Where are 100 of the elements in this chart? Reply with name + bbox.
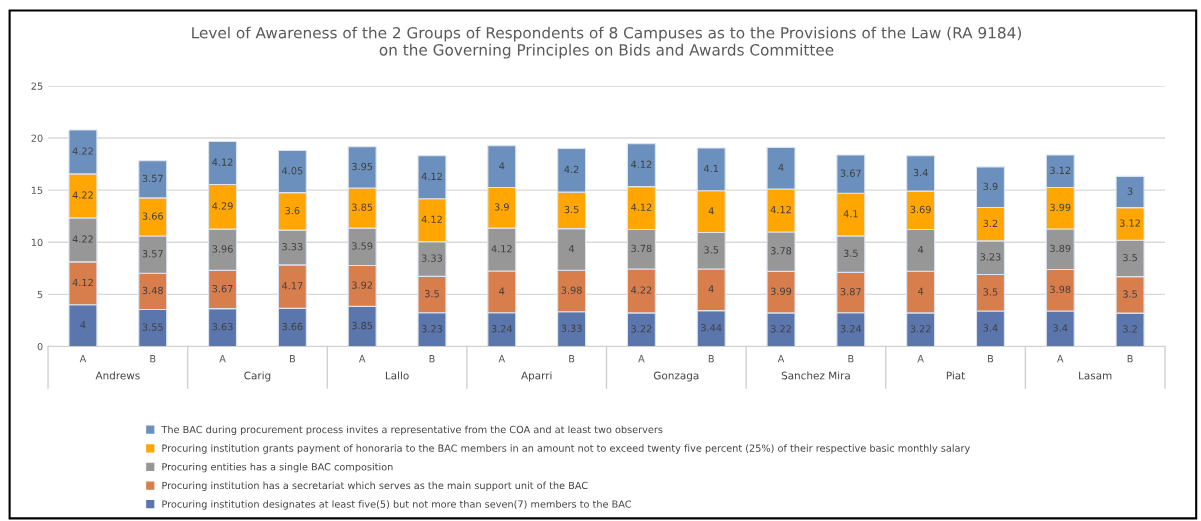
data-label: 4.12 [631, 160, 652, 168]
data-label: 3.57 [142, 174, 163, 183]
data-label: 3.55 [142, 323, 163, 331]
data-label: 3.67 [840, 169, 861, 177]
x-tick-label: B [569, 355, 575, 363]
data-label: 4 [568, 245, 575, 253]
data-label: 4 [708, 285, 714, 293]
text: Carig [244, 371, 271, 382]
data-label: 3.66 [282, 322, 303, 331]
data-label: 3 [1127, 187, 1133, 195]
text: Andrews [95, 371, 140, 380]
data-label: 4.17 [282, 282, 303, 290]
data-label: 4.2 [564, 165, 579, 173]
data-label: 4.22 [72, 191, 93, 199]
data-label: 3.98 [1050, 285, 1071, 294]
data-label: 4 [918, 287, 924, 295]
data-label: 3.48 [142, 286, 163, 295]
data-label: 4.22 [72, 147, 93, 155]
x-tick-label: A [638, 355, 645, 363]
data-label: 4.12 [421, 172, 442, 180]
data-label: 3.96 [212, 245, 233, 253]
text: Sanchez Mira [781, 371, 850, 380]
data-label: 3.23 [421, 325, 443, 333]
legend-label: Procuring institution grants payment of honoraria to the BAC members in an amount not to exceed twenty five percent (25%) of their respective basic monthly salary [162, 444, 970, 454]
data-label: 3.67 [212, 284, 233, 293]
data-label: 3.95 [352, 162, 373, 171]
text: Aparri [521, 371, 552, 382]
data-label: 3.9 [983, 182, 998, 191]
data-label: 3.99 [770, 287, 792, 295]
x-tick-label: A [498, 355, 506, 363]
x-tick-label: A [777, 355, 785, 363]
data-label: 4 [778, 163, 784, 171]
data-label: 4 [499, 162, 505, 170]
data-label: 3.69 [910, 205, 931, 214]
data-label: 3.4 [983, 324, 998, 332]
data-label: 3.22 [770, 325, 791, 333]
chart-title: Level of Awareness of the 2 Groups of Respondents of 8 Campuses as to the Provisions of the Law (RA 9184) on the Governing Principles on Bids and Awards Committee [192, 26, 1021, 59]
data-label: 4.12 [212, 158, 233, 166]
data-label: 4.12 [770, 205, 791, 214]
x-tick-label: B [289, 355, 296, 363]
data-label: 4.12 [491, 245, 512, 253]
text: Lasam [1079, 371, 1112, 380]
data-label: 4.12 [631, 203, 652, 211]
data-label: 3.5 [1123, 290, 1137, 298]
x-tick-label: B [1127, 355, 1133, 363]
data-label: 3.5 [425, 290, 439, 298]
data-label: 3.5 [843, 249, 858, 257]
data-label: 3.33 [282, 242, 303, 251]
x-tick-label: B [708, 355, 714, 363]
data-label: 3.59 [352, 242, 373, 250]
y-tick-label: 20 [31, 134, 43, 142]
data-label: 3.2 [1123, 325, 1137, 333]
data-label: 3.12 [1050, 166, 1071, 175]
data-label: 4.12 [421, 215, 442, 223]
y-tick-label: 15 [31, 186, 43, 194]
x-tick-label: A [917, 355, 924, 363]
legend-label: Procuring institution has a secretariat which serves as the main support unit of the BAC [162, 481, 588, 491]
data-label: 4.05 [282, 167, 303, 175]
data-label: 3.24 [491, 325, 513, 333]
y-tick-label: 0 [37, 342, 43, 351]
data-label: 4 [499, 287, 505, 295]
data-label: 4 [708, 207, 714, 215]
data-label: 3.4 [1053, 324, 1068, 332]
data-label: 3.5 [564, 205, 579, 214]
y-tick-label: 25 [31, 82, 43, 90]
data-label: 3.12 [1119, 219, 1140, 227]
data-label: 4.1 [843, 210, 858, 218]
data-label: 4.1 [703, 165, 719, 173]
legend-label: Procuring institution designates at least five(5) but not more than seven(7) members to the BAC [162, 500, 632, 510]
data-label: 3.5 [704, 246, 719, 254]
x-tick-label: B [988, 355, 994, 363]
x-tick-label: A [79, 355, 87, 363]
data-label: 3.78 [631, 244, 652, 253]
data-label: 3.23 [980, 253, 1001, 261]
data-label: 3.5 [1123, 253, 1137, 262]
data-label: 3.44 [701, 324, 722, 332]
data-label: 3.89 [1050, 244, 1071, 253]
data-label: 3.4 [913, 168, 928, 177]
data-label: 3.9 [494, 203, 509, 211]
legend-label: Procuring entities has a single BAC composition [162, 462, 393, 473]
text: Piat [946, 371, 965, 380]
data-label: 4 [80, 321, 86, 329]
x-tick-label: A [358, 355, 366, 363]
x-tick-label: B [150, 355, 156, 363]
x-tick-label: A [219, 355, 226, 363]
y-tick-label: 10 [31, 238, 43, 247]
data-label: 4.22 [631, 286, 652, 294]
data-label: 4.22 [72, 235, 93, 243]
data-label: 3.22 [631, 325, 652, 333]
data-label: 3.98 [561, 286, 582, 294]
data-label: 3.33 [561, 324, 582, 332]
text: Lallo [385, 371, 409, 380]
data-label: 3.5 [983, 288, 998, 296]
data-label: 4.29 [212, 202, 233, 210]
data-label: 3.85 [352, 203, 373, 211]
data-label: 3.85 [352, 321, 373, 330]
x-tick-label: B [429, 355, 435, 363]
text: Gonzaga [653, 371, 699, 382]
data-label: 3.22 [910, 325, 931, 333]
x-tick-label: B [848, 355, 854, 363]
